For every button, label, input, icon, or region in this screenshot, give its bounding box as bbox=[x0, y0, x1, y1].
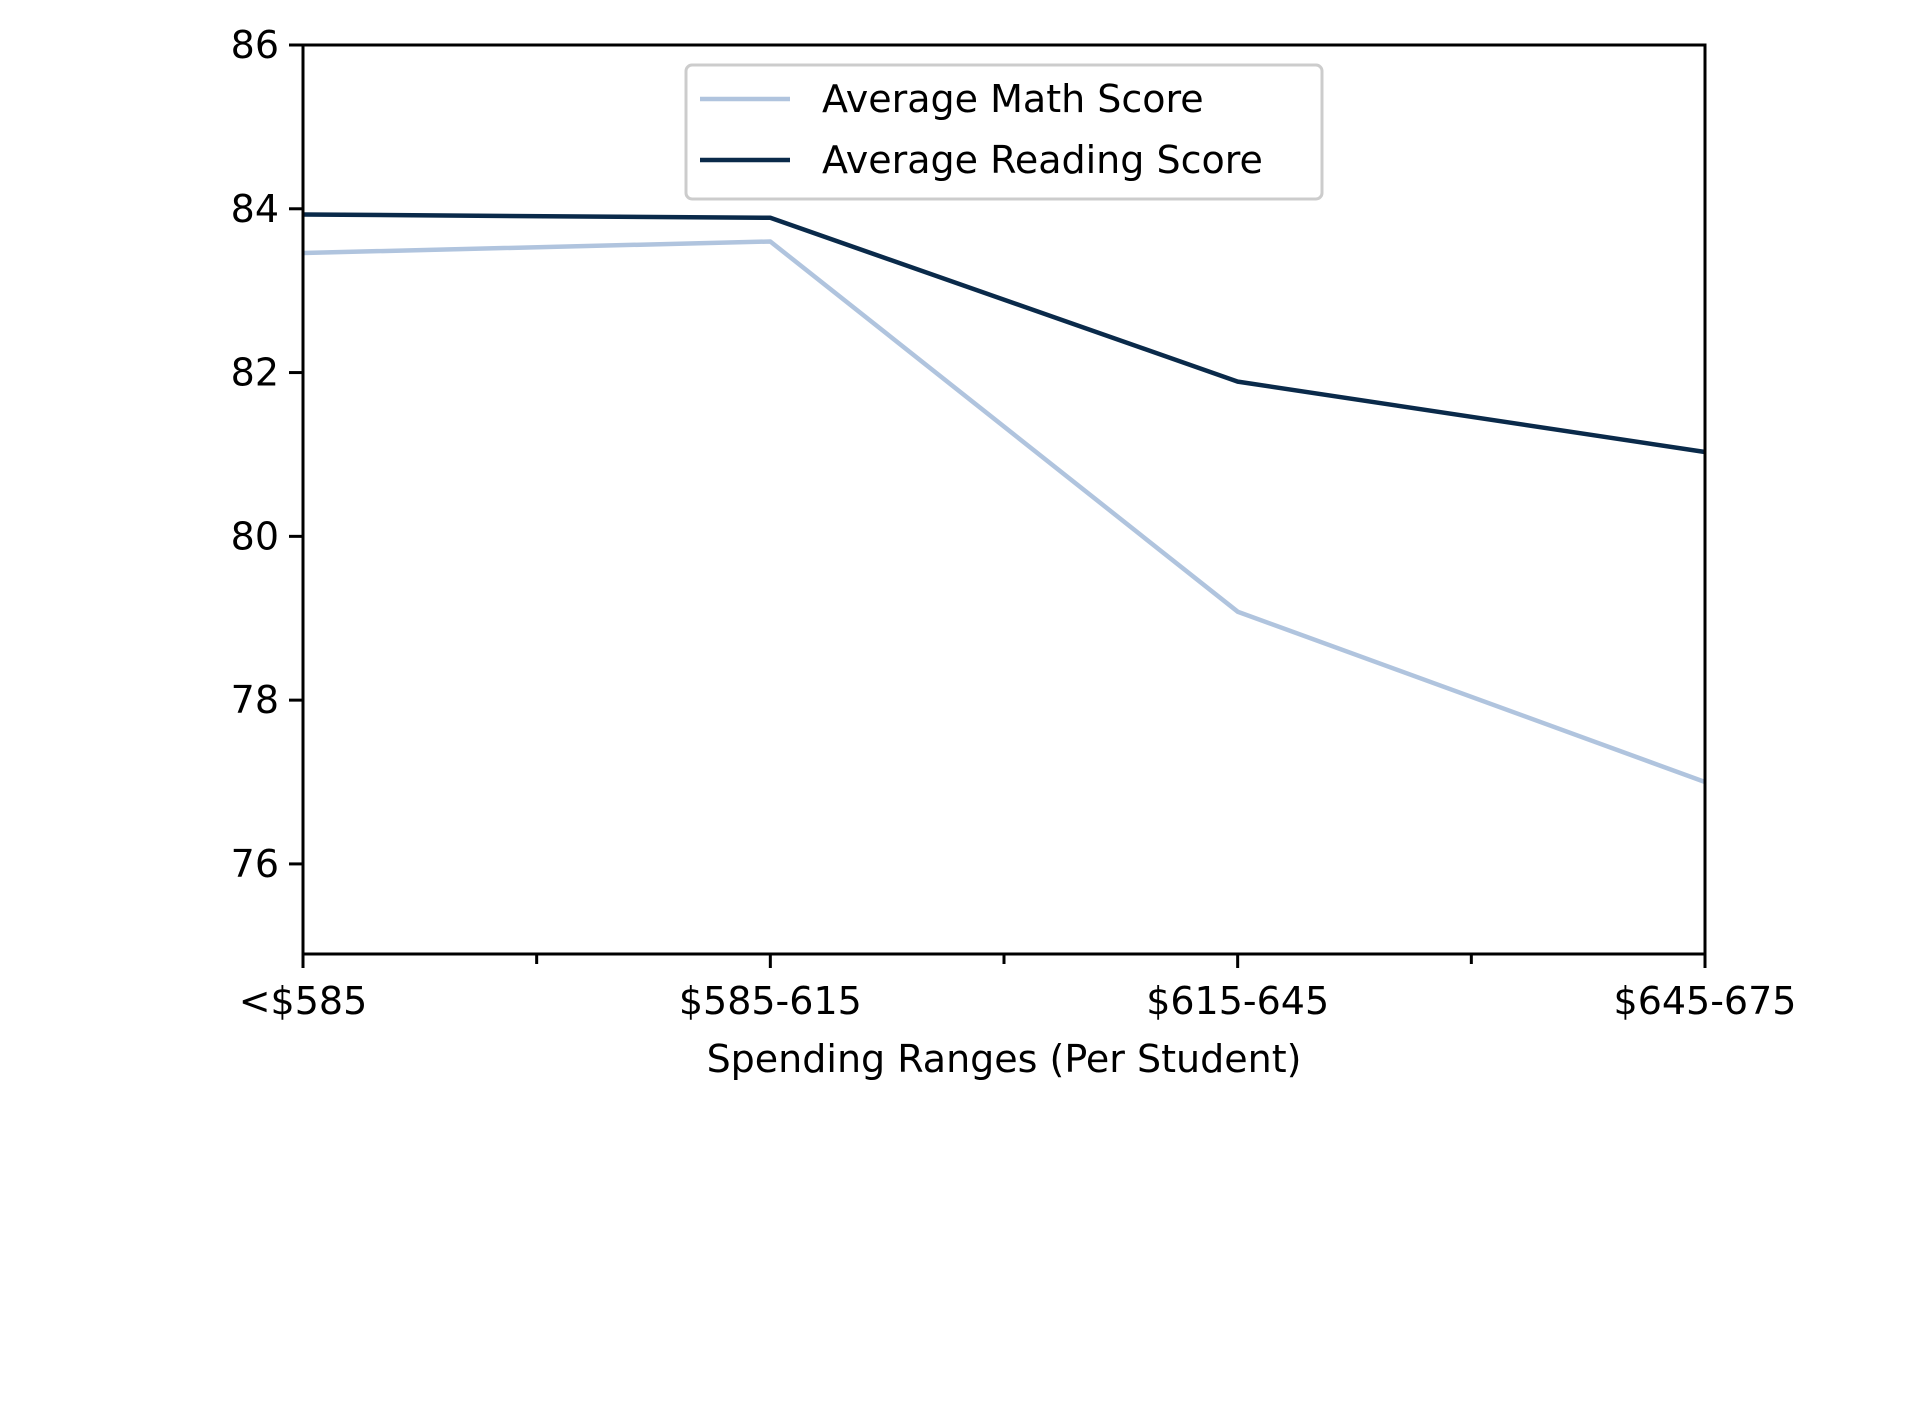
x-tick-label-1: $585-615 bbox=[679, 979, 862, 1023]
y-tick-label-4: 84 bbox=[231, 187, 279, 231]
x-tick-label-0: <$585 bbox=[239, 979, 368, 1023]
x-axis-title: Spending Ranges (Per Student) bbox=[707, 1037, 1302, 1081]
legend-box bbox=[684, 63, 1324, 201]
y-axis: 76 78 80 82 84 86 bbox=[231, 23, 303, 886]
legend-label-1: Average Reading Score bbox=[822, 138, 1263, 182]
series-line-0 bbox=[302, 239, 1706, 785]
y-tick-label-1: 78 bbox=[231, 678, 279, 722]
series-layer bbox=[302, 212, 1706, 785]
y-tick-label-3: 82 bbox=[231, 351, 279, 395]
y-tick-label-5: 86 bbox=[231, 23, 279, 67]
series-line-1 bbox=[302, 212, 1706, 455]
x-tick-label-2: $615-645 bbox=[1146, 979, 1329, 1023]
legend-label-0: Average Math Score bbox=[822, 77, 1204, 121]
y-tick-label-0: 76 bbox=[231, 842, 279, 886]
x-axis: <$585 $585-615 $615-645 $645-675 bbox=[239, 954, 1797, 1023]
y-tick-label-2: 80 bbox=[231, 514, 279, 558]
x-tick-label-3: $645-675 bbox=[1614, 979, 1797, 1023]
legend: Average Math Score Average Reading Score bbox=[684, 63, 1324, 201]
